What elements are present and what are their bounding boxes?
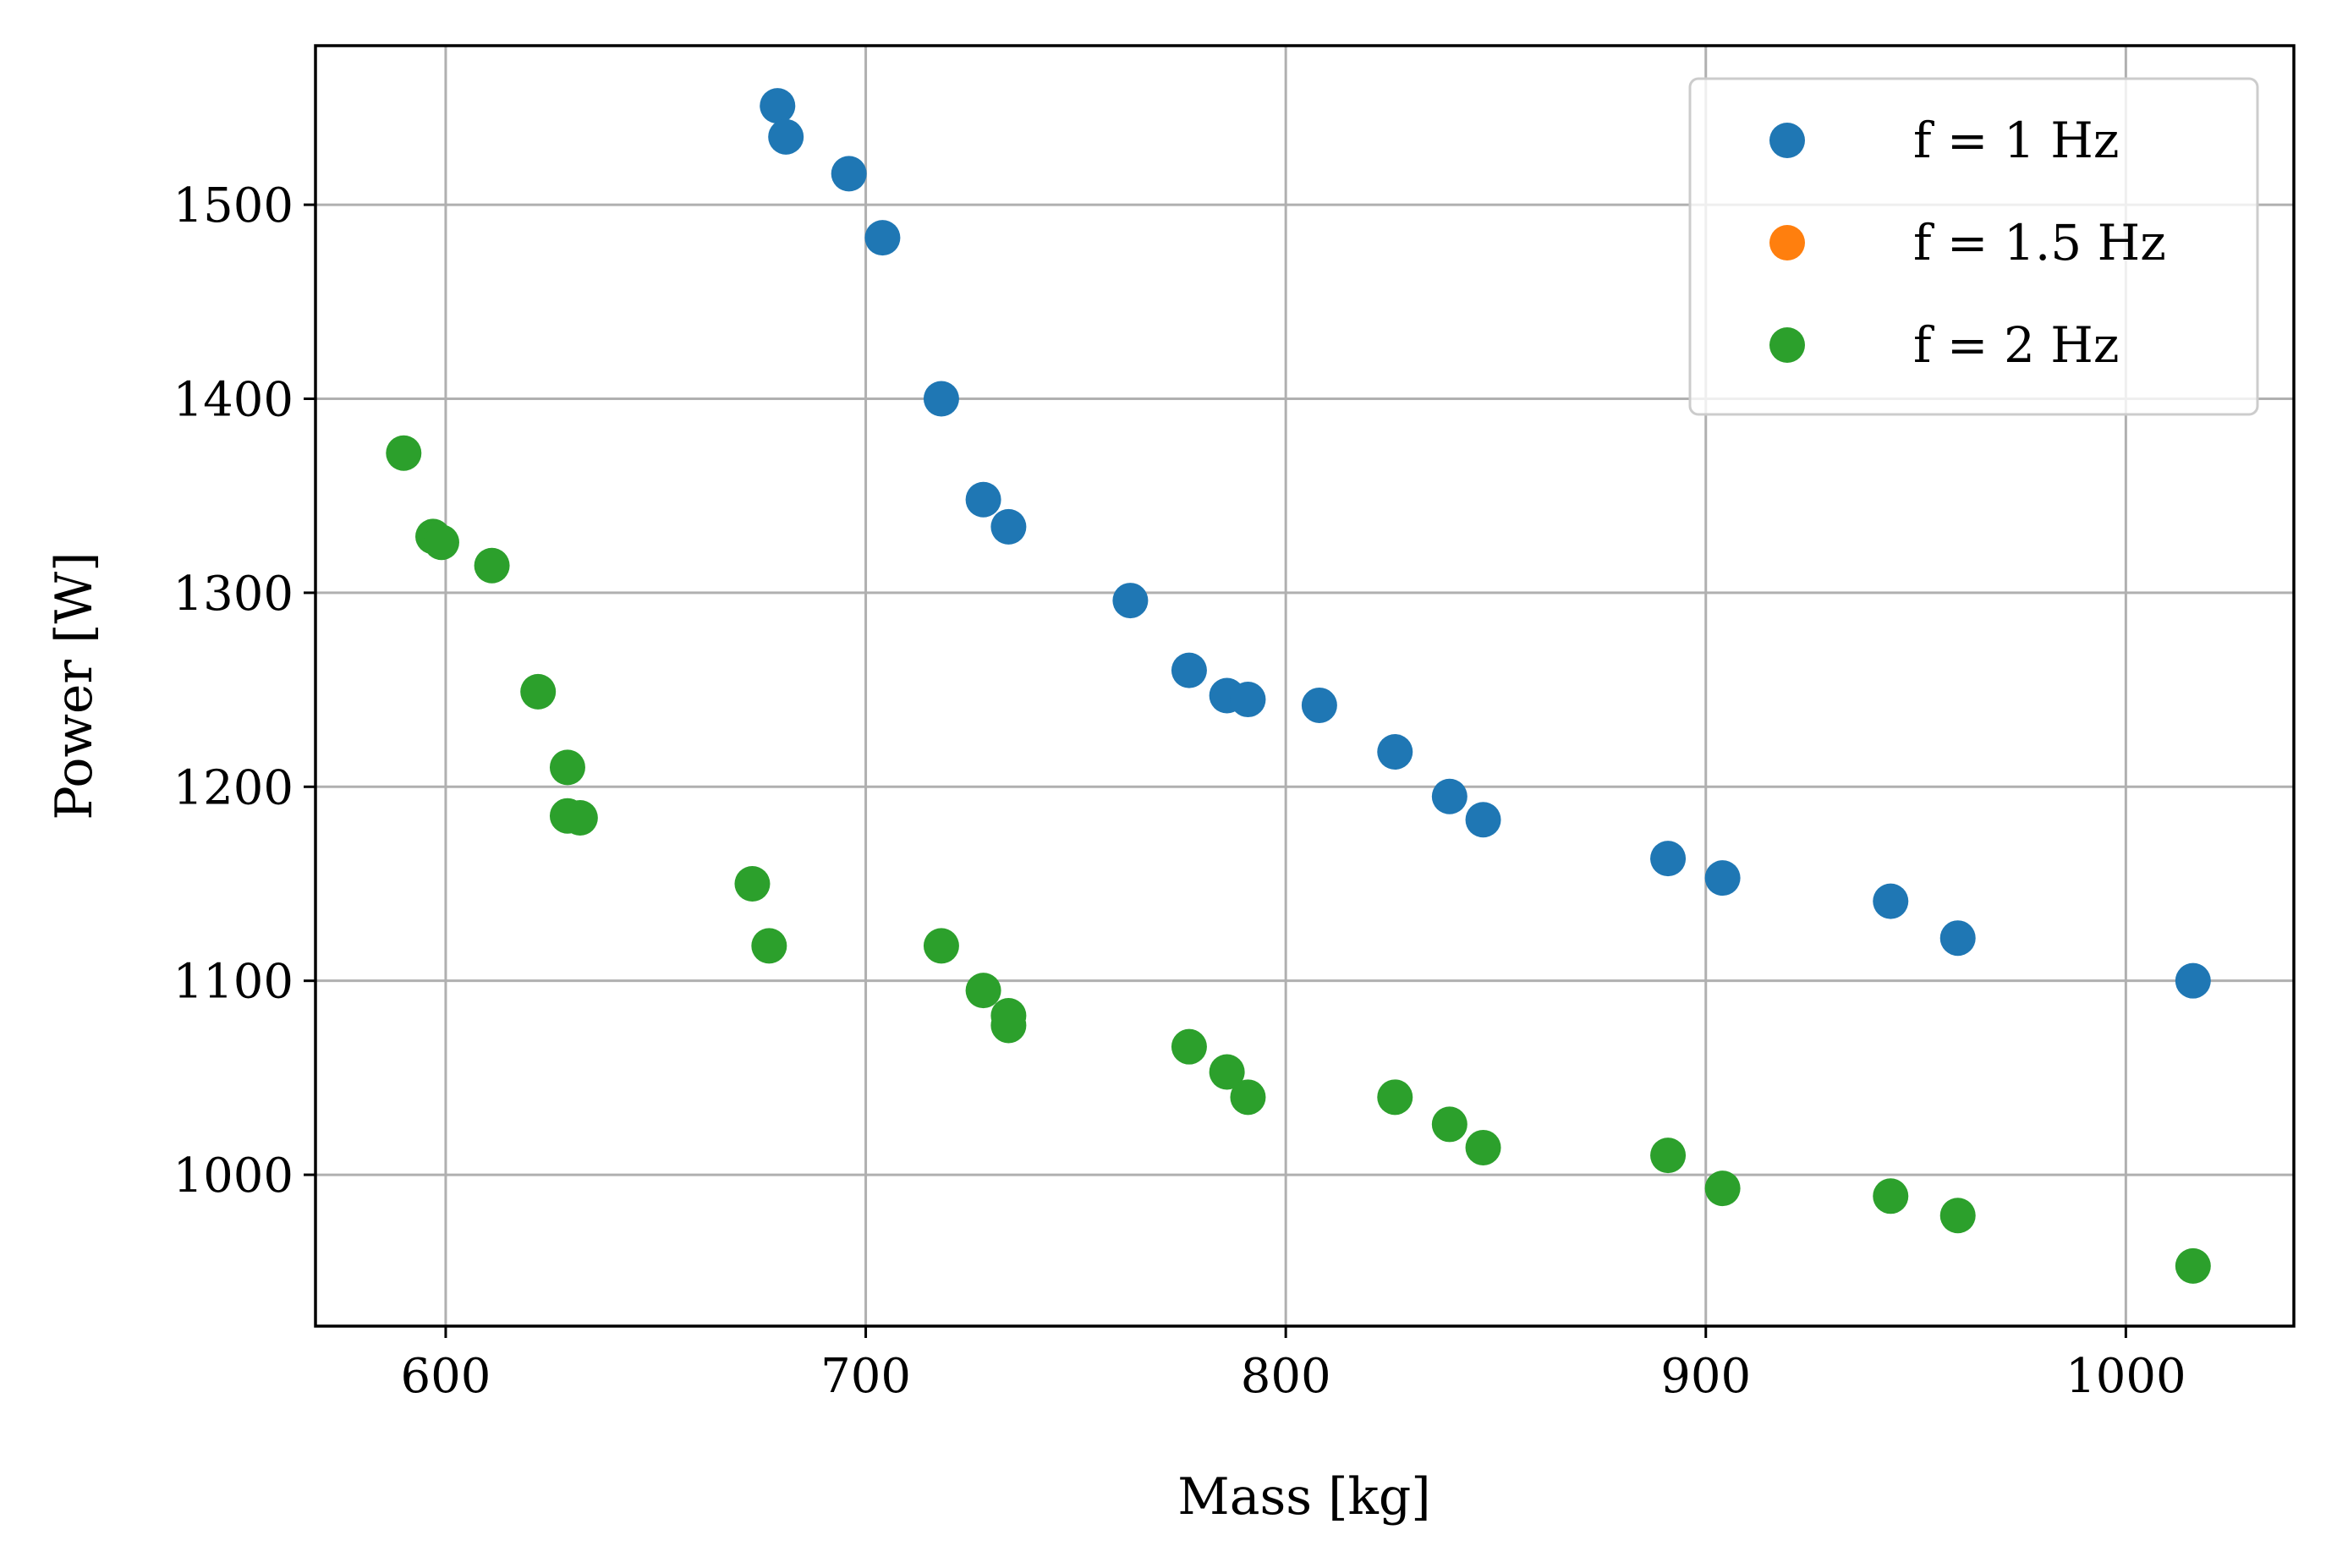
data-point — [520, 673, 557, 710]
data-point — [2175, 1247, 2211, 1284]
data-point — [1704, 860, 1741, 896]
data-point — [474, 547, 510, 584]
data-point — [1873, 1178, 1909, 1214]
data-point — [1301, 687, 1337, 723]
data-point — [760, 88, 796, 124]
data-point — [1650, 1138, 1687, 1174]
data-point — [1112, 583, 1149, 619]
x-tick-label: 900 — [1660, 1349, 1751, 1404]
data-point — [1230, 1079, 1266, 1116]
data-point — [831, 156, 867, 192]
x-tick-label: 1000 — [2065, 1349, 2186, 1404]
data-point — [386, 435, 422, 471]
y-axis-label: Power [W] — [45, 551, 104, 820]
legend-marker — [1769, 123, 1805, 158]
data-point — [1650, 841, 1687, 877]
y-tick-label: 1500 — [173, 178, 293, 233]
data-points — [386, 88, 2211, 1284]
data-point — [768, 118, 804, 155]
data-point — [990, 508, 1027, 545]
y-tick-label: 1400 — [173, 372, 293, 427]
data-point — [1704, 1171, 1741, 1207]
data-point — [965, 481, 1001, 518]
data-point — [423, 524, 459, 561]
data-point — [1873, 883, 1909, 919]
x-tick-label: 700 — [820, 1349, 911, 1404]
axis-ticks: 600 700 800 900 1000 1000 1100 1200 1300 1400 1500 — [173, 178, 2186, 1404]
data-point — [1431, 778, 1467, 814]
y-tick-label: 1300 — [173, 567, 293, 622]
x-tick-label: 800 — [1241, 1349, 1331, 1404]
y-tick-label: 1000 — [173, 1149, 293, 1203]
data-point — [1377, 1079, 1413, 1116]
data-point — [1171, 652, 1207, 688]
data-point — [734, 865, 771, 902]
data-point — [923, 928, 959, 964]
legend-marker — [1769, 225, 1805, 260]
data-point — [2175, 962, 2211, 999]
x-tick-label: 600 — [401, 1349, 491, 1404]
data-point — [1431, 1106, 1467, 1143]
data-point — [1939, 920, 1976, 957]
data-point — [1209, 1054, 1245, 1090]
legend-entry: f = 1.5 Hz — [1913, 214, 2166, 271]
legend-box — [1688, 77, 2259, 416]
data-point — [1377, 733, 1413, 770]
data-point — [965, 973, 1001, 1009]
data-point — [990, 1007, 1027, 1044]
legend: f = 1 Hz f = 1.5 Hz f = 2 Hz — [1688, 77, 2259, 416]
y-tick-label: 1200 — [173, 760, 293, 815]
data-point — [1939, 1198, 1976, 1234]
y-tick-label: 1100 — [173, 955, 293, 1010]
plot-frame — [314, 44, 2296, 1328]
legend-entry: f = 1 Hz — [1913, 112, 2119, 169]
x-axis-label: Mass [kg] — [1177, 1467, 1430, 1527]
data-point — [1465, 802, 1501, 838]
data-point — [1230, 682, 1266, 718]
legend-entry: f = 2 Hz — [1913, 316, 2119, 374]
data-point — [751, 928, 787, 964]
data-point — [549, 749, 585, 786]
data-point — [1465, 1129, 1501, 1165]
data-point — [923, 381, 959, 417]
data-point — [1171, 1028, 1207, 1065]
data-point — [864, 220, 901, 256]
legend-marker — [1769, 327, 1805, 363]
data-point — [562, 799, 598, 836]
